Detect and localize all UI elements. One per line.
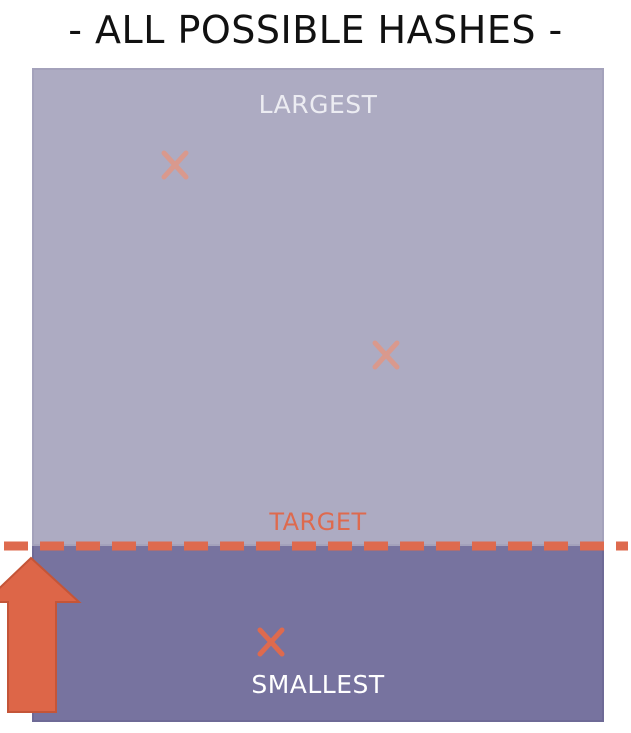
hash-space-below-target bbox=[32, 546, 604, 722]
hash-space-above-target bbox=[32, 68, 604, 546]
diagram-title: - ALL POSSIBLE HASHES - bbox=[68, 8, 563, 52]
target-label: TARGET bbox=[269, 508, 367, 536]
largest-label: LARGEST bbox=[258, 90, 378, 119]
smallest-label: SMALLEST bbox=[251, 670, 385, 699]
